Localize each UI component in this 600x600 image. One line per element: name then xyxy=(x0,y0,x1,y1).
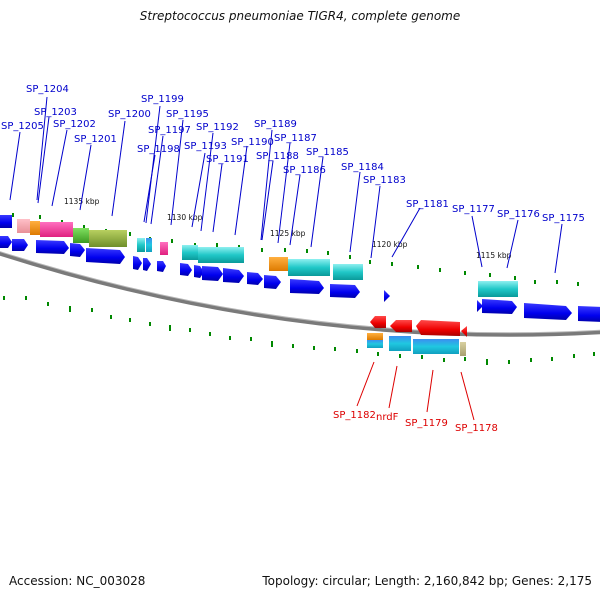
gene-label-sp1204[interactable]: SP_1204 xyxy=(26,84,69,95)
gene-label-sp1188[interactable]: SP_1188 xyxy=(256,151,299,162)
gene-label-sp1200[interactable]: SP_1200 xyxy=(108,109,151,120)
gene-label-sp1185[interactable]: SP_1185 xyxy=(306,147,349,158)
map-title: Streptococcus pneumoniae TIGR4, complete… xyxy=(139,9,461,23)
gene-label-sp1189[interactable]: SP_1189 xyxy=(254,119,297,130)
gene-label-sp1183[interactable]: SP_1183 xyxy=(363,175,406,186)
gene-label-sp1184[interactable]: SP_1184 xyxy=(341,162,384,173)
gene-label-sp1192[interactable]: SP_1192 xyxy=(196,122,239,133)
gene-label-sp1199[interactable]: SP_1199 xyxy=(141,94,184,105)
gene-label-sp1197[interactable]: SP_1197 xyxy=(148,125,191,136)
gene-label-sp1178[interactable]: SP_1178 xyxy=(455,423,498,434)
gene-label-sp1187[interactable]: SP_1187 xyxy=(274,133,317,144)
gene-label-sp1186[interactable]: SP_1186 xyxy=(283,165,326,176)
gene-label-sp1201[interactable]: SP_1201 xyxy=(74,134,117,145)
gene-label-sp1195[interactable]: SP_1195 xyxy=(166,109,209,120)
gene-label-sp1176[interactable]: SP_1176 xyxy=(497,209,540,220)
gene-label-sp1175[interactable]: SP_1175 xyxy=(542,213,585,224)
gene-label-sp1190[interactable]: SP_1190 xyxy=(231,137,274,148)
gene-label-sp1182[interactable]: SP_1182 xyxy=(333,410,376,421)
gene-label-sp1193[interactable]: SP_1193 xyxy=(184,141,227,152)
gene-label-sp1191[interactable]: SP_1191 xyxy=(206,154,249,165)
genome-summary: Topology: circular; Length: 2,160,842 bp… xyxy=(262,574,592,588)
tick-label-1120: 1120 kbp xyxy=(372,240,408,249)
gene-label-sp1177[interactable]: SP_1177 xyxy=(452,204,495,215)
tick-label-1115: 1115 kbp xyxy=(476,251,512,260)
tick-label-1125: 1125 kbp xyxy=(270,229,306,238)
gene-label-sp1179[interactable]: SP_1179 xyxy=(405,418,448,429)
forward-gene-arrows xyxy=(0,236,600,322)
tick-label-1130: 1130 kbp xyxy=(167,213,203,222)
gene-label-sp1181[interactable]: SP_1181 xyxy=(406,199,449,210)
feature-bars-reverse xyxy=(367,333,466,356)
gene-label-sp1205[interactable]: SP_1205 xyxy=(1,121,44,132)
gene-label-sp1202[interactable]: SP_1202 xyxy=(53,119,96,130)
genome-backbone xyxy=(0,251,600,337)
reverse-gene-arrows xyxy=(370,316,467,337)
gene-label-sp1203[interactable]: SP_1203 xyxy=(34,107,77,118)
gene-label-nrdf[interactable]: nrdF xyxy=(376,412,399,423)
forward-leader-lines xyxy=(9,96,563,274)
gene-label-sp1198[interactable]: SP_1198 xyxy=(137,144,180,155)
reverse-leader-lines xyxy=(356,361,475,421)
feature-bars-forward xyxy=(0,215,518,297)
accession-label: Accession: NC_003028 xyxy=(9,574,146,588)
